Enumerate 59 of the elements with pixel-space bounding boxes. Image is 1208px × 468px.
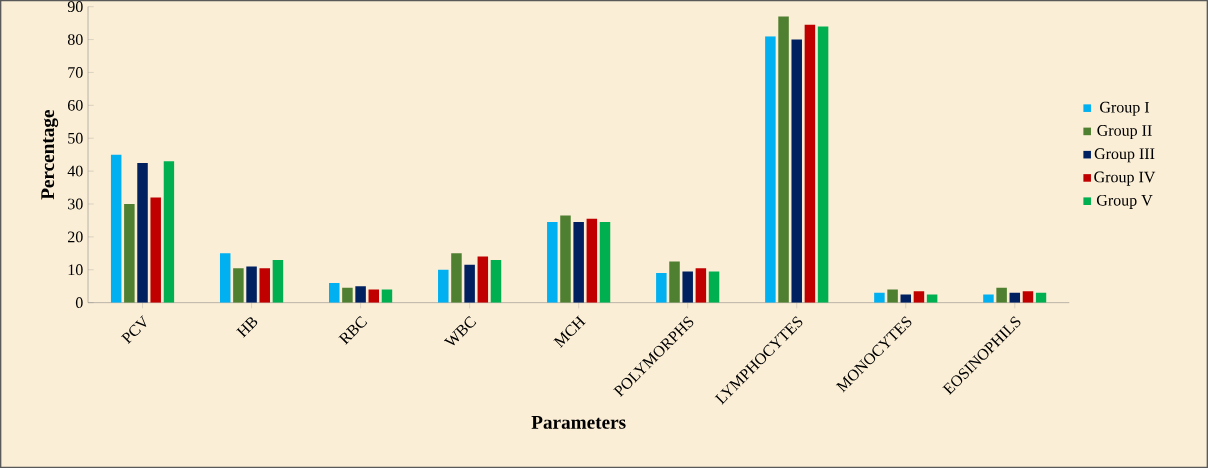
bar	[817, 26, 829, 303]
bar	[355, 286, 366, 303]
bar	[1022, 291, 1034, 303]
x-tick-label: HB	[236, 317, 258, 338]
y-tick-label: 80	[67, 34, 83, 45]
bar	[329, 282, 340, 303]
bar	[246, 266, 257, 303]
bar	[682, 271, 693, 303]
bar	[900, 294, 912, 303]
bar	[778, 16, 789, 303]
bar	[669, 261, 680, 303]
legend-label: Group IV	[1094, 171, 1156, 186]
bar	[259, 268, 270, 303]
x-axis-title: Parameters	[531, 416, 626, 429]
bar	[983, 294, 994, 303]
y-tick-label: 10	[68, 264, 83, 276]
y-tick-label: 50	[68, 132, 83, 144]
bar	[791, 39, 802, 303]
bar	[996, 287, 1007, 303]
bar	[765, 36, 776, 303]
legend-label: Group III	[1094, 148, 1155, 163]
bar	[490, 259, 502, 303]
bar	[233, 268, 244, 303]
bar	[547, 222, 558, 303]
bar	[438, 269, 449, 303]
bar	[163, 161, 175, 303]
bar	[708, 271, 720, 303]
bar	[464, 264, 475, 303]
bar	[342, 287, 353, 303]
bar	[150, 197, 161, 303]
bar	[913, 291, 925, 303]
y-axis-title: Percentage	[41, 110, 59, 200]
bar	[451, 253, 462, 303]
bar	[137, 162, 148, 303]
bar	[874, 292, 885, 303]
bar	[219, 253, 231, 303]
bar	[272, 259, 284, 303]
legend-label: Group I	[1100, 101, 1150, 116]
bar	[656, 273, 667, 303]
legend-label: Group II	[1097, 125, 1152, 140]
y-tick-label: 40	[67, 165, 83, 177]
bar	[695, 268, 707, 303]
y-tick-label: 0	[75, 297, 83, 309]
bar	[926, 294, 938, 303]
bar	[573, 222, 584, 303]
y-tick-label: 20	[68, 231, 83, 243]
bar	[477, 256, 489, 303]
y-tick-label: 30	[68, 198, 83, 210]
y-tick-label: 90	[67, 1, 83, 13]
bar	[599, 222, 611, 303]
bar	[804, 24, 816, 303]
bar	[586, 218, 598, 303]
bar	[887, 289, 898, 303]
y-tick-label: 70	[68, 67, 83, 78]
bar	[124, 204, 135, 303]
bar	[560, 215, 571, 303]
legend-label: Group V	[1096, 194, 1153, 209]
bar	[110, 154, 122, 303]
y-tick-label: 60	[68, 99, 83, 111]
